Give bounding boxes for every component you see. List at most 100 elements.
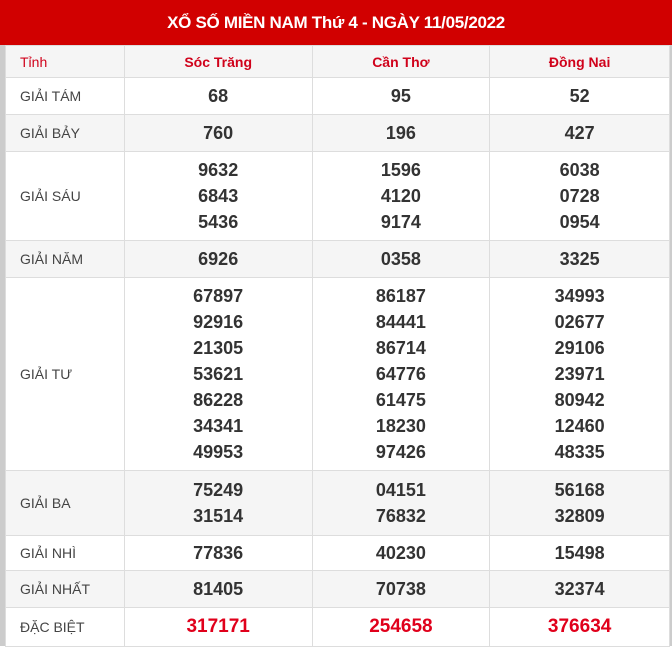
prize-number: 52 [569, 86, 590, 106]
prize-cell: 254658 [311, 607, 491, 647]
prize-row: GIẢI NĂM 6926 0358 3325 [5, 240, 670, 278]
prize-number: 02677 [554, 312, 605, 332]
prize-label: GIẢI BA [5, 470, 125, 536]
prize-number: 86228 [193, 390, 244, 410]
prize-cell: 760 [123, 114, 313, 152]
prize-cell: 52 [489, 77, 670, 115]
prize-cell: 9632 6843 5436 [123, 151, 313, 241]
prize-number: 81405 [193, 579, 244, 599]
prize-number: 254658 [369, 616, 433, 637]
prize-number: 76832 [375, 506, 426, 526]
prize-number: 34993 [554, 286, 605, 306]
prize-cell: 56168 32809 [489, 470, 670, 536]
prize-number: 15498 [554, 543, 605, 563]
prize-cell: 75249 31514 [123, 470, 313, 536]
prize-number: 53621 [193, 364, 244, 384]
prize-number: 75249 [193, 480, 244, 500]
prize-cell: 68 [123, 77, 313, 115]
prize-label: GIẢI BẢY [5, 114, 125, 152]
prize-cell: 196 [311, 114, 491, 152]
prize-cell: 317171 [123, 607, 313, 647]
prize-cell: 40230 [311, 535, 491, 571]
prize-cell: 95 [311, 77, 491, 115]
prize-number: 86187 [375, 286, 426, 306]
prize-number: 317171 [186, 616, 250, 637]
prize-number: 18230 [375, 416, 426, 436]
prize-number: 56168 [554, 480, 605, 500]
column-header-1: Sóc Trăng [123, 45, 313, 78]
prize-number: 376634 [547, 616, 612, 637]
prize-number: 80942 [554, 390, 605, 410]
prize-number: 49953 [193, 442, 244, 462]
prize-number: 64776 [375, 364, 426, 384]
prize-row: GIẢI SÁU 9632 6843 5436 1596 4120 9174 6038 0728… [5, 151, 670, 241]
prize-number: 70738 [375, 579, 426, 599]
prize-cell: 427 [489, 114, 670, 152]
prize-number: 6843 [198, 186, 239, 206]
prize-cell: 6038 0728 0954 [489, 151, 670, 241]
prize-number: 48335 [554, 442, 605, 462]
prize-number: 29106 [554, 338, 605, 358]
prize-number: 760 [203, 123, 234, 143]
column-header-province: Tỉnh [5, 45, 125, 78]
prize-row: GIẢI NHÌ 77836 40230 15498 [5, 535, 670, 571]
prize-number: 6926 [198, 249, 239, 269]
prize-number: 0954 [559, 212, 600, 232]
prize-number: 12460 [554, 416, 605, 436]
prize-cell: 77836 [123, 535, 313, 571]
prize-cell: 70738 [311, 570, 491, 608]
prize-cell: 32374 [489, 570, 670, 608]
prize-number: 0728 [559, 186, 600, 206]
prize-number: 32809 [554, 506, 605, 526]
prize-number: 86714 [375, 338, 426, 358]
prize-label: GIẢI TÁM [5, 77, 125, 115]
results-table-container: Tỉnh Sóc Trăng Cần Thơ Đồng Nai GIẢI TÁM 68 9… [0, 45, 672, 647]
prize-number: 95 [390, 86, 411, 106]
prize-number: 40230 [375, 543, 426, 563]
prize-number: 23971 [554, 364, 605, 384]
prize-label: GIẢI SÁU [5, 151, 125, 241]
prize-row: GIẢI BẢY 760 196 427 [5, 114, 670, 152]
prize-row: GIẢI BA 75249 31514 04151 76832 56168 32809 [5, 470, 670, 536]
prize-cell: 67897 92916 21305 53621 86228 34341 49953 [123, 277, 313, 471]
prize-row: GIẢI NHẤT 81405 70738 32374 [5, 570, 670, 608]
prize-cell: 34993 02677 29106 23971 80942 12460 48335 [489, 277, 670, 471]
prize-number: 9174 [380, 212, 421, 232]
prize-number: 3325 [559, 249, 600, 269]
prize-number: 34341 [193, 416, 244, 436]
prize-number: 5436 [198, 212, 239, 232]
prize-cell: 86187 84441 86714 64776 61475 18230 97426 [311, 277, 491, 471]
prize-number: 4120 [380, 186, 421, 206]
prize-cell: 81405 [123, 570, 313, 608]
prize-label: GIẢI TƯ [5, 277, 125, 471]
prize-number: 97426 [375, 442, 426, 462]
prize-number: 1596 [380, 160, 421, 180]
prize-number: 21305 [193, 338, 244, 358]
prize-row: GIẢI TÁM 68 95 52 [5, 77, 670, 115]
prize-number: 9632 [198, 160, 239, 180]
prize-label: GIẢI NHẤT [5, 570, 125, 608]
results-title: XỔ SỐ MIỀN NAM Thứ 4 - NGÀY 11/05/2022 [0, 0, 672, 45]
prize-cell: 15498 [489, 535, 670, 571]
prize-number: 92916 [193, 312, 244, 332]
prize-cell: 3325 [489, 240, 670, 278]
prize-number: 6038 [559, 160, 600, 180]
prize-number: 67897 [193, 286, 244, 306]
prize-number: 196 [385, 123, 416, 143]
prize-cell: 0358 [311, 240, 491, 278]
prize-cell: 1596 4120 9174 [311, 151, 491, 241]
prize-label: GIẢI NHÌ [5, 535, 125, 571]
prize-number: 84441 [375, 312, 426, 332]
prize-number: 68 [208, 86, 229, 106]
prize-label: GIẢI NĂM [5, 240, 125, 278]
results-table: Tỉnh Sóc Trăng Cần Thơ Đồng Nai GIẢI TÁM 68 9… [5, 45, 670, 647]
prize-number: 32374 [554, 579, 605, 599]
column-header-2: Cần Thơ [311, 45, 491, 78]
prize-cell: 376634 [489, 607, 670, 647]
prize-number: 04151 [375, 480, 426, 500]
prize-number: 31514 [193, 506, 244, 526]
column-header-3: Đồng Nai [489, 45, 670, 78]
prize-label: ĐẶC BIỆT [5, 607, 125, 647]
prize-number: 0358 [380, 249, 421, 269]
prize-cell: 04151 76832 [311, 470, 491, 536]
